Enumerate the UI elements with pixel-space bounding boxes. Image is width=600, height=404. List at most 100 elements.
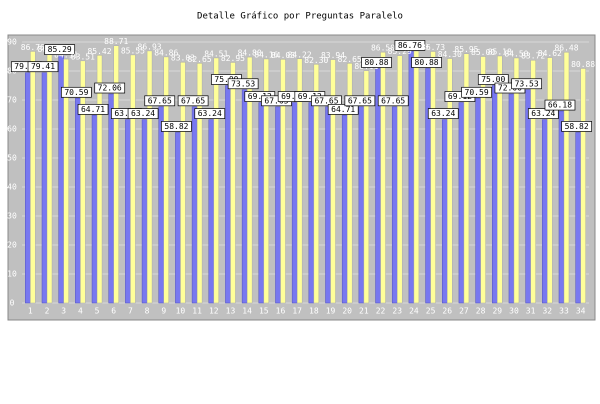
value-label: 86.76 — [398, 41, 422, 50]
value-label-box — [377, 95, 409, 107]
value-label-box — [227, 78, 259, 90]
value-label: 72.06 — [498, 84, 522, 93]
value-label: 84.51 — [204, 49, 228, 58]
x-tick-label: 26 — [442, 307, 452, 316]
y-tick-label: 30 — [7, 212, 17, 221]
value-label: 84.11 — [54, 51, 78, 60]
value-label: 85.55 — [121, 46, 145, 55]
value-label-box — [77, 103, 109, 115]
value-label-box — [411, 57, 442, 68]
x-tick-label: 5 — [95, 307, 100, 316]
bar — [75, 98, 81, 304]
value-label: 84.16 — [254, 50, 278, 59]
value-label: 80.88 — [571, 60, 595, 69]
value-label-box — [511, 78, 542, 90]
x-tick-label: 31 — [526, 307, 536, 316]
value-label: 67.65 — [181, 96, 205, 105]
value-label-box — [44, 44, 76, 56]
value-label: 79.41 — [31, 62, 55, 71]
x-tick-label: 18 — [309, 307, 319, 316]
bar — [547, 57, 553, 304]
bar — [146, 50, 153, 304]
bar — [391, 106, 398, 304]
value-label: 86.93 — [138, 42, 162, 51]
value-label-box — [161, 121, 192, 132]
value-label: 67.65 — [148, 96, 172, 105]
x-tick-label: 3 — [61, 307, 66, 316]
value-label: 84.22 — [288, 50, 312, 59]
x-tick-label: 28 — [476, 307, 486, 316]
bar — [91, 115, 98, 304]
value-label-box — [27, 61, 59, 73]
value-label-box — [177, 95, 209, 107]
bar — [96, 55, 103, 304]
x-tick-label: 27 — [459, 307, 469, 316]
bar — [291, 102, 298, 304]
bar — [175, 132, 181, 304]
x-tick-label: 4 — [78, 307, 83, 316]
x-tick-label: 10 — [176, 307, 186, 316]
x-tick-label: 6 — [111, 307, 116, 316]
value-label-box — [327, 103, 359, 115]
x-tick-label: 14 — [242, 307, 252, 316]
value-label: 85.00 — [471, 48, 495, 57]
x-tick-label: 33 — [559, 307, 569, 316]
bar — [308, 102, 315, 304]
value-label: 83.51 — [71, 52, 95, 61]
x-tick-label: 11 — [192, 307, 202, 316]
bar — [513, 57, 520, 304]
bar — [263, 58, 270, 304]
x-tick-label: 8 — [145, 307, 150, 316]
value-label: 63.24 — [131, 109, 155, 118]
value-label: 80.88 — [415, 58, 439, 67]
y-tick-label: 60 — [7, 125, 17, 134]
value-label: 84.30 — [438, 50, 462, 59]
y-tick-label: 0 — [10, 299, 15, 308]
value-label: 69.12 — [248, 92, 272, 101]
bar — [530, 59, 536, 304]
bar — [275, 106, 281, 304]
value-label: 83.03 — [171, 54, 195, 63]
value-label: 79.41 — [14, 62, 38, 71]
value-label: 75.00 — [214, 75, 238, 84]
value-label: 73.53 — [515, 79, 539, 88]
x-tick-label: 15 — [259, 307, 269, 316]
x-tick-label: 34 — [576, 307, 586, 316]
value-label: 64.71 — [81, 105, 105, 114]
bar — [108, 93, 114, 304]
value-label: 63.24 — [198, 109, 222, 118]
bar — [41, 72, 48, 304]
value-label: 70.59 — [64, 88, 88, 97]
value-label: 82.95 — [221, 54, 245, 63]
bar — [480, 56, 486, 304]
bar — [542, 119, 548, 304]
chart-title: Detalle Gráfico por Preguntas Paralelo — [197, 12, 403, 22]
x-tick-label: 32 — [542, 307, 552, 316]
bar — [158, 106, 164, 304]
bar — [447, 58, 453, 304]
value-label: 85.29 — [388, 47, 412, 56]
x-tick-label: 7 — [128, 307, 133, 316]
value-label-box — [427, 108, 459, 119]
value-label: 58.82 — [164, 122, 188, 131]
value-label: 70.59 — [465, 88, 489, 97]
y-tick-label: 20 — [7, 241, 17, 250]
value-label: 64.71 — [331, 105, 355, 114]
x-tick-label: 1 — [28, 307, 33, 316]
value-label: 67.65 — [348, 96, 372, 105]
value-label: 58.82 — [565, 122, 589, 131]
x-tick-label: 29 — [492, 307, 502, 316]
bar — [346, 63, 353, 304]
value-label-box — [461, 86, 492, 98]
value-label: 73.53 — [231, 79, 255, 88]
y-tick-label: 70 — [7, 96, 17, 105]
value-label-box — [394, 40, 426, 51]
value-label-box — [561, 121, 593, 132]
value-label: 80.88 — [364, 58, 388, 67]
bar — [413, 50, 420, 304]
bar — [575, 132, 581, 304]
value-label: 84.80 — [238, 49, 262, 58]
value-label-box — [94, 82, 126, 94]
value-label-box — [544, 99, 576, 111]
